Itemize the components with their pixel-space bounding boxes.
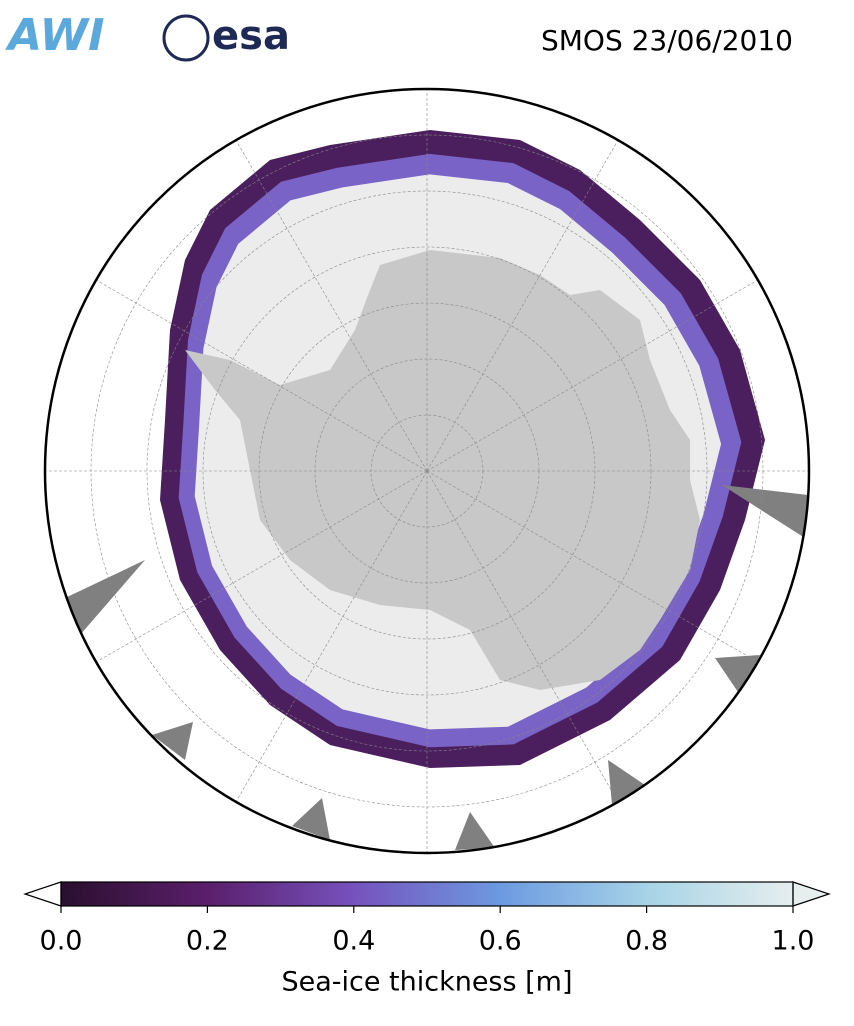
graticule-circle [202,246,652,696]
colorbar-extend-low [23,881,62,907]
graticule-line [426,270,774,472]
colorbar-extend-high [792,881,831,907]
colorbar-tick-label: 0.6 [479,926,522,957]
map-title: SMOS 23/06/2010 [541,24,793,57]
esa-logo-mark [162,14,210,62]
antarctica [185,250,700,690]
colorbar-frame [60,881,794,907]
colorbar-tick-label: 0.0 [40,926,83,957]
colorbar: 0.0 0.2 0.4 0.6 0.8 1.0 [23,881,831,957]
awi-logo: AWI [5,10,105,61]
graticule-line [226,124,428,472]
colorbar-tick-label: 1.0 [772,926,815,957]
map [43,87,811,855]
graticule-line [80,470,428,672]
colorbar-gradient [61,882,793,906]
colorbar-tick-label: 0.8 [625,926,668,957]
graticule-line [426,470,628,818]
graticule-line [80,270,428,472]
colorbar-tick-label: 0.4 [332,926,375,957]
graticule-line [226,470,428,818]
colorbar-tick-label: 0.2 [186,926,229,957]
graticule-line [426,470,774,672]
graticule-line [426,124,628,472]
map-frame [43,87,811,855]
colorbar-label: Sea-ice thickness [m] [281,967,572,998]
esa-logo: esa [212,13,290,59]
